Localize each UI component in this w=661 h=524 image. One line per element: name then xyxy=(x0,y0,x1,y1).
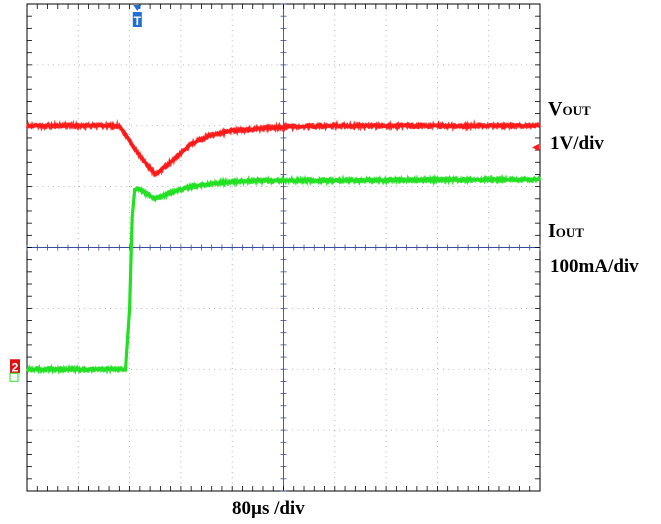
vout-ground-marker-icon: ◂ xyxy=(532,139,539,155)
markers: T ◂ 2 xyxy=(9,5,539,382)
graticule xyxy=(26,3,541,492)
trigger-marker-label: T xyxy=(134,14,142,28)
trigger-arrow-icon xyxy=(133,5,142,11)
iout-ground-marker-label: 2 xyxy=(12,360,19,374)
x-axis-label: 80µs /div xyxy=(232,498,305,519)
trace-vout xyxy=(25,119,541,179)
iout-ground-marker-outline xyxy=(9,372,19,382)
iout-ground-marker-box xyxy=(10,359,20,374)
vout-label: VOUT xyxy=(548,98,591,120)
traces xyxy=(25,119,542,375)
iout-label: IOUT xyxy=(548,220,584,242)
trace-core xyxy=(27,177,541,371)
trace-core xyxy=(27,124,540,177)
iout-scale-label: 100mA/div xyxy=(550,256,639,277)
trigger-marker-box xyxy=(132,12,142,27)
trace-iout xyxy=(25,173,542,375)
vout-scale-label: 1V/div xyxy=(550,133,604,154)
